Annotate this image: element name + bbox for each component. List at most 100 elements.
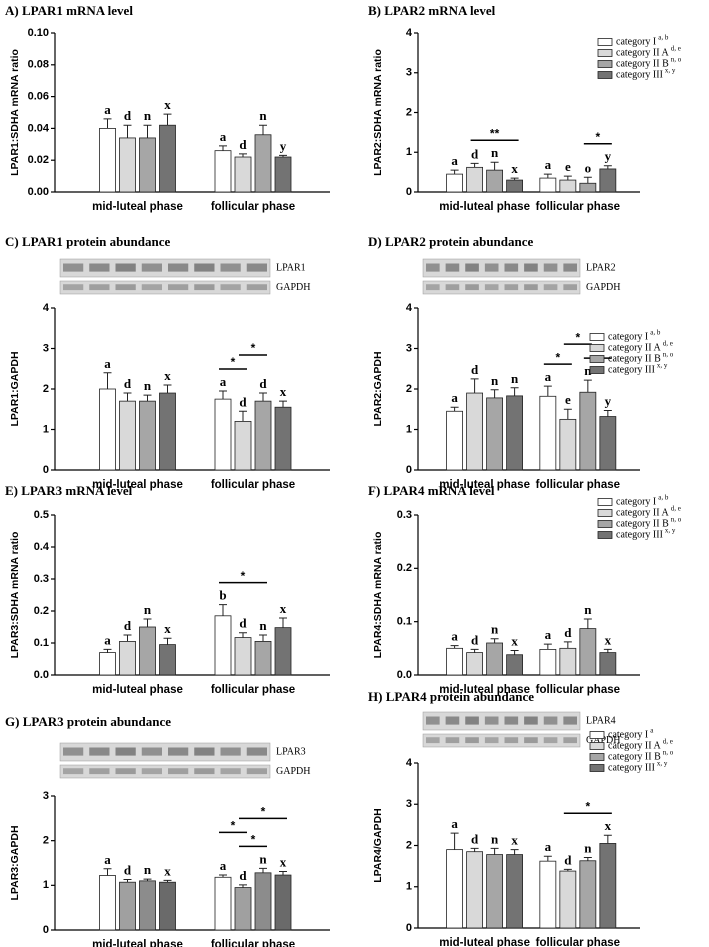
bar — [539, 649, 557, 676]
bar — [139, 880, 156, 931]
blot-strip — [422, 258, 581, 278]
significance-letter: o — [585, 160, 592, 175]
bar — [506, 854, 524, 929]
blot-band — [89, 284, 110, 291]
legend-superscript: a, b — [650, 329, 661, 337]
legend-superscript: n, o — [663, 351, 674, 359]
legend-superscript: x, y — [657, 362, 668, 370]
error-bar — [603, 165, 612, 169]
y-tick-label: 0.0 — [34, 669, 49, 681]
error-bar — [143, 124, 152, 138]
blot-band — [543, 737, 558, 744]
significance-letter: a — [104, 632, 111, 647]
error-bar — [603, 834, 612, 844]
legend-superscript: x, y — [665, 67, 676, 75]
error-bar — [103, 868, 112, 876]
error-bar — [470, 378, 479, 394]
error-bar — [279, 617, 287, 628]
significance-letter: n — [259, 851, 267, 866]
error-bar — [510, 387, 519, 396]
x-tick-label: mid-luteal phase — [439, 937, 530, 947]
legend-swatch — [589, 753, 605, 761]
error-bar — [470, 162, 479, 168]
significance-letter: a — [220, 374, 227, 389]
bar — [274, 156, 292, 193]
blot-band — [445, 263, 460, 272]
bar — [214, 876, 232, 931]
blot-strip — [422, 711, 581, 731]
blot-band — [484, 263, 499, 272]
chart-title: B) LPAR2 mRNA level — [368, 3, 496, 18]
x-tick-label: follicular phase — [536, 201, 620, 213]
legend-label: category II B — [616, 58, 669, 69]
error-bar — [219, 390, 227, 400]
x-tick-label: follicular phase — [211, 479, 295, 491]
bar — [506, 395, 524, 471]
significance-star: * — [241, 569, 246, 583]
x-tick-label: follicular phase — [211, 201, 295, 213]
blot-band — [168, 284, 189, 291]
significance-letter: n — [491, 145, 499, 160]
significance-letter: x — [511, 833, 518, 848]
y-axis-label: LPAR4:SDHA mRNA ratio — [372, 532, 384, 659]
legend-superscript: a, b — [658, 494, 669, 502]
error-bar — [490, 389, 499, 398]
blot-band — [115, 263, 136, 272]
bar — [254, 400, 272, 471]
blot-band — [484, 284, 499, 291]
bar — [119, 400, 136, 471]
blot-band — [543, 716, 558, 725]
significance-letter: a — [451, 153, 458, 168]
bar — [139, 137, 156, 193]
y-tick-label: 0.0 — [397, 669, 412, 681]
y-tick-label: 0.2 — [397, 562, 412, 574]
legend-superscript: a, b — [658, 34, 669, 42]
chart-title: F) LPAR4 mRNA level — [368, 483, 495, 498]
error-bar — [239, 410, 247, 422]
legend-superscript: a — [650, 727, 654, 735]
significance-letter: x — [164, 863, 171, 878]
significance-letter: a — [104, 852, 111, 867]
significance-letter: a — [451, 816, 458, 831]
blot-band — [563, 737, 577, 744]
error-bar — [143, 618, 152, 627]
error-bar — [543, 855, 552, 862]
legend-label: category III — [616, 529, 663, 540]
significance-letter: d — [239, 137, 247, 152]
x-tick-label: follicular phase — [536, 684, 620, 696]
error-bar — [490, 638, 499, 643]
x-tick-label: mid-luteal phase — [439, 479, 530, 491]
y-tick-label: 2 — [43, 835, 49, 847]
bar — [599, 843, 617, 929]
bar — [159, 881, 176, 931]
error-bar — [490, 161, 499, 171]
significance-letter: a — [220, 129, 227, 144]
y-tick-label: 1 — [406, 881, 412, 893]
blot-band — [194, 263, 215, 272]
legend-swatch — [597, 498, 613, 506]
legend-swatch — [597, 60, 613, 68]
significance-letter: n — [144, 602, 152, 617]
bar — [466, 392, 484, 471]
y-tick-label: 3 — [406, 67, 412, 79]
significance-letter: n — [584, 363, 592, 378]
bar — [559, 647, 577, 676]
error-bar — [490, 847, 499, 855]
bar — [214, 615, 232, 676]
significance-letter: x — [605, 632, 612, 647]
bar — [99, 127, 116, 193]
blot-band — [543, 263, 558, 272]
significance-letter: x — [164, 97, 171, 112]
error-bar — [543, 385, 552, 397]
error-bar — [450, 832, 459, 850]
blot-band — [445, 737, 460, 744]
bar — [599, 652, 617, 676]
blot-band — [63, 747, 84, 756]
error-bar — [603, 648, 612, 653]
significance-letter: x — [280, 854, 287, 869]
y-tick-label: 0.04 — [28, 122, 50, 134]
legend-swatch — [589, 764, 605, 772]
blot-band — [465, 263, 479, 272]
significance-letter: a — [104, 356, 111, 371]
